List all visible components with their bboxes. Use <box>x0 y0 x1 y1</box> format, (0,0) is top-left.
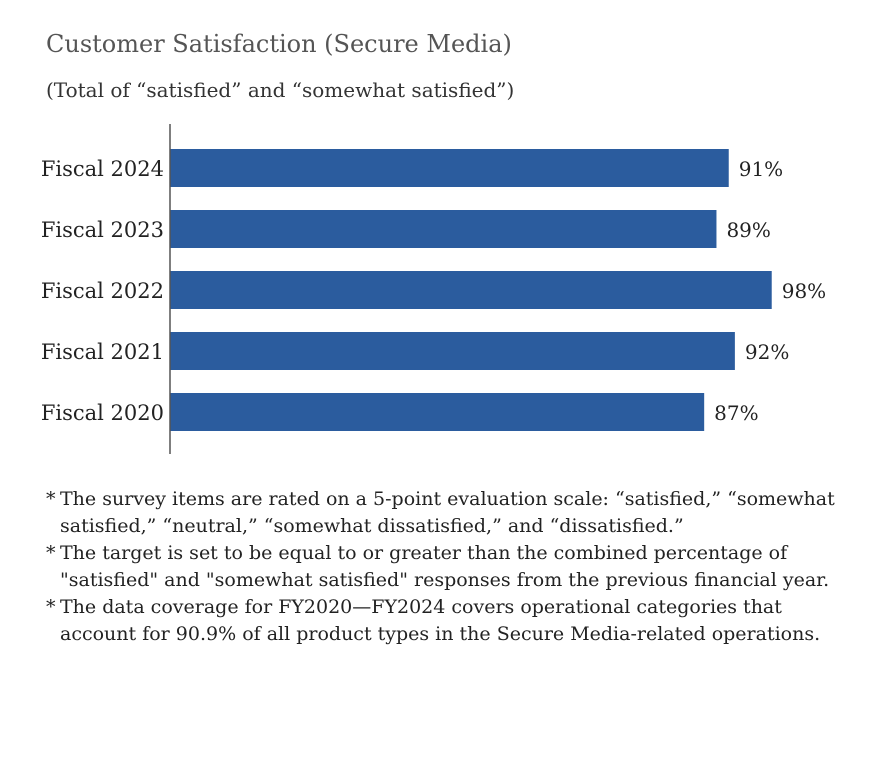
category-label: Fiscal 2021 <box>41 340 164 364</box>
data-label: 87% <box>714 401 758 425</box>
footnote-3-text: The data coverage for FY2020—FY2024 cove… <box>60 596 821 645</box>
category-label: Fiscal 2022 <box>41 279 164 303</box>
data-label: 89% <box>726 218 770 242</box>
footnote-2-text: The target is set to be equal to or grea… <box>60 542 830 591</box>
footnotes: * The survey items are rated on a 5-poin… <box>46 486 846 648</box>
category-label: Fiscal 2023 <box>41 218 164 242</box>
footnote-1: * The survey items are rated on a 5-poin… <box>46 486 846 540</box>
bar-chart: Fiscal 2024 91% Fiscal 2023 89% Fiscal 2022 9… <box>41 124 826 454</box>
footnote-3: * The data coverage for FY2020—FY2024 co… <box>46 594 846 648</box>
bar-fiscal-2020 <box>170 393 705 431</box>
bar-fiscal-2021 <box>170 332 735 370</box>
footnote-2-mark: * <box>46 542 56 564</box>
data-label: 98% <box>782 279 826 303</box>
footnote-2: * The target is set to be equal to or gr… <box>46 540 846 594</box>
chart-title: Customer Satisfaction (Secure Media) <box>46 30 512 58</box>
bar-fiscal-2022 <box>170 271 772 309</box>
footnote-1-mark: * <box>46 488 56 510</box>
category-label: Fiscal 2024 <box>41 157 164 181</box>
chart-subtitle: (Total of “satisfied” and “somewhat sati… <box>46 78 515 102</box>
category-label: Fiscal 2020 <box>41 401 164 425</box>
bar-fiscal-2024 <box>170 149 729 187</box>
data-label: 92% <box>745 340 789 364</box>
footnote-3-mark: * <box>46 596 56 618</box>
data-label: 91% <box>739 157 783 181</box>
footnote-1-text: The survey items are rated on a 5-point … <box>60 488 835 537</box>
bar-fiscal-2023 <box>170 210 717 248</box>
